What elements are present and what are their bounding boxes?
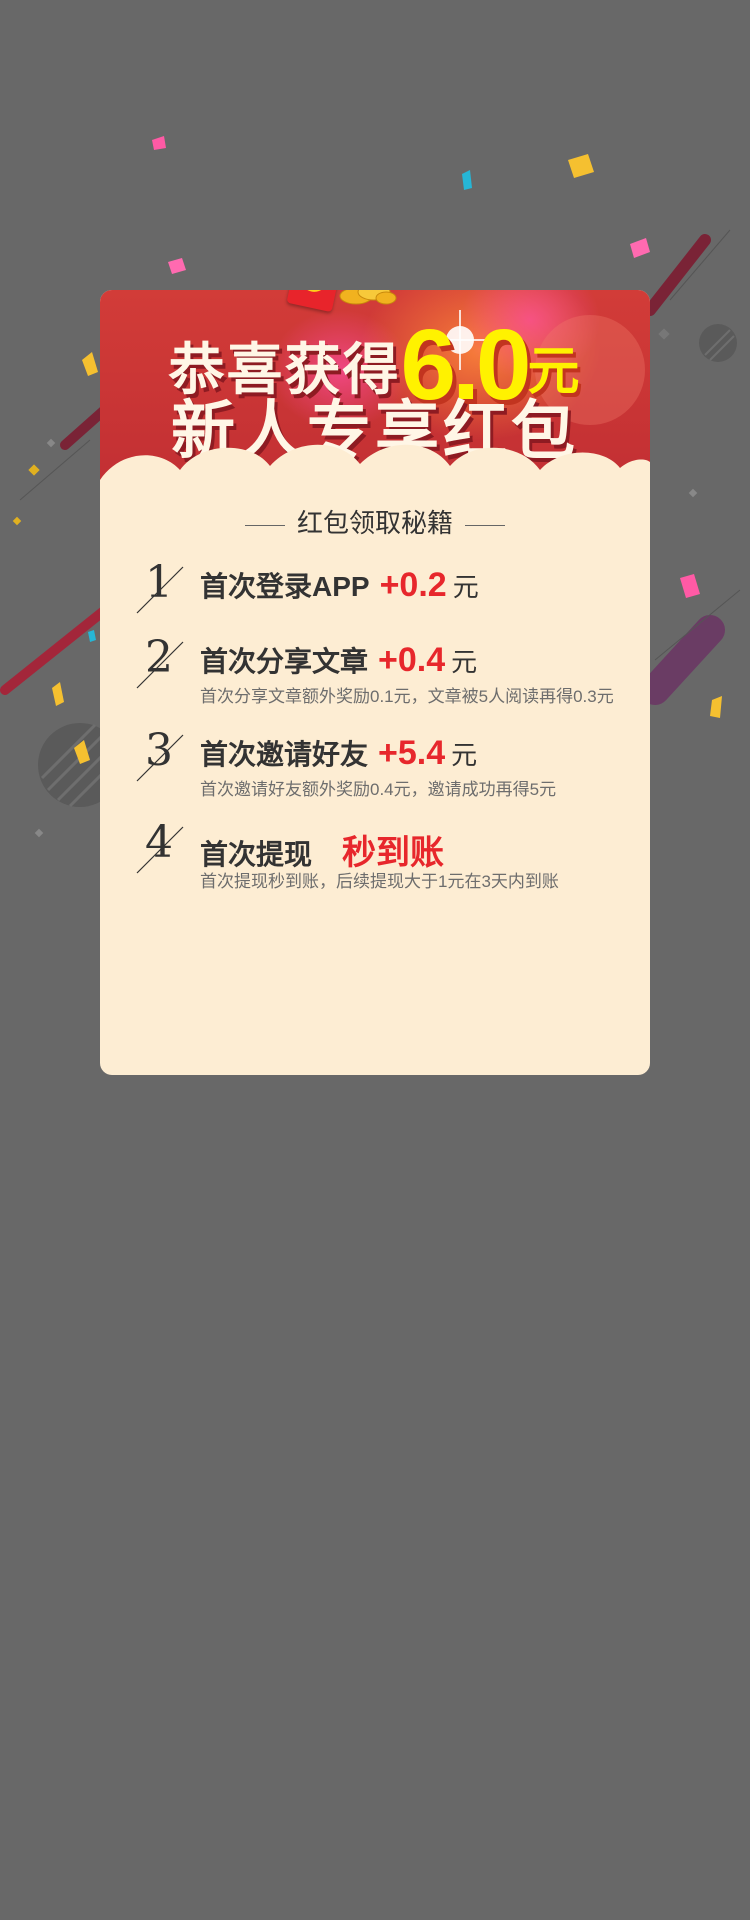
item-bonus: +0.2: [379, 566, 447, 604]
item-title-text: 首次登录APP: [200, 571, 370, 602]
title-rule-left: [244, 524, 285, 526]
item-title: 首次提现 秒到账: [200, 825, 444, 874]
guide-title-text: 红包领取秘籍: [296, 508, 453, 538]
item-title-text: 首次邀请好友: [200, 739, 369, 770]
number-slash-decoration: [136, 826, 184, 874]
card-header: ¥ 恭喜获得6.0元 新人专享红包: [100, 290, 650, 510]
number-slash-decoration: [136, 566, 184, 614]
coins-icon: [339, 290, 397, 305]
title-rule-right: [465, 524, 505, 526]
banner-amount-unit: 元: [527, 343, 582, 401]
item-bonus: 秒到账: [342, 834, 445, 872]
glow-decoration: [270, 290, 645, 440]
item-description: 首次邀请好友额外奖励0.4元，邀请成功再得5元: [200, 780, 557, 799]
item-title: 首次邀请好友 +5.4 元: [200, 733, 477, 773]
item-unit: 元: [451, 647, 478, 677]
item-title-text: 首次提现: [200, 839, 313, 870]
item-title-text: 首次分享文章: [200, 646, 369, 677]
item-number: 3: [145, 725, 173, 776]
item-description: 首次分享文章额外奖励0.1元，文章被5人阅读再得0.3元: [200, 687, 614, 706]
item-unit: 元: [452, 572, 479, 602]
banner-title: 恭喜获得6.0元: [100, 308, 650, 423]
item-bonus: +0.4: [378, 641, 446, 679]
yuan-symbol: ¥: [297, 290, 331, 295]
number-slash-decoration: [136, 641, 184, 689]
banner-title-prefix: 恭喜获得: [168, 338, 401, 401]
cloud-edge-decoration: [100, 444, 650, 510]
number-slash-decoration: [136, 734, 184, 782]
red-packet-card: ¥ 恭喜获得6.0元 新人专享红包 红包领取秘籍 1 首次登录APP+0.2元 …: [100, 290, 650, 1075]
item-number: 4: [145, 817, 173, 868]
item-number: 2: [145, 632, 173, 683]
item-description: 首次提现秒到账，后续提现大于1元在3天内到账: [200, 872, 559, 891]
item-unit: 元: [451, 740, 478, 770]
item-number: 1: [145, 557, 173, 608]
item-bonus: +5.4: [378, 734, 446, 772]
item-title: 首次登录APP +0.2 元: [200, 565, 479, 605]
guide-title: 红包领取秘籍: [100, 505, 650, 541]
item-title: 首次分享文章 +0.4 元: [200, 640, 477, 680]
banner-amount: 6.0: [400, 309, 531, 421]
